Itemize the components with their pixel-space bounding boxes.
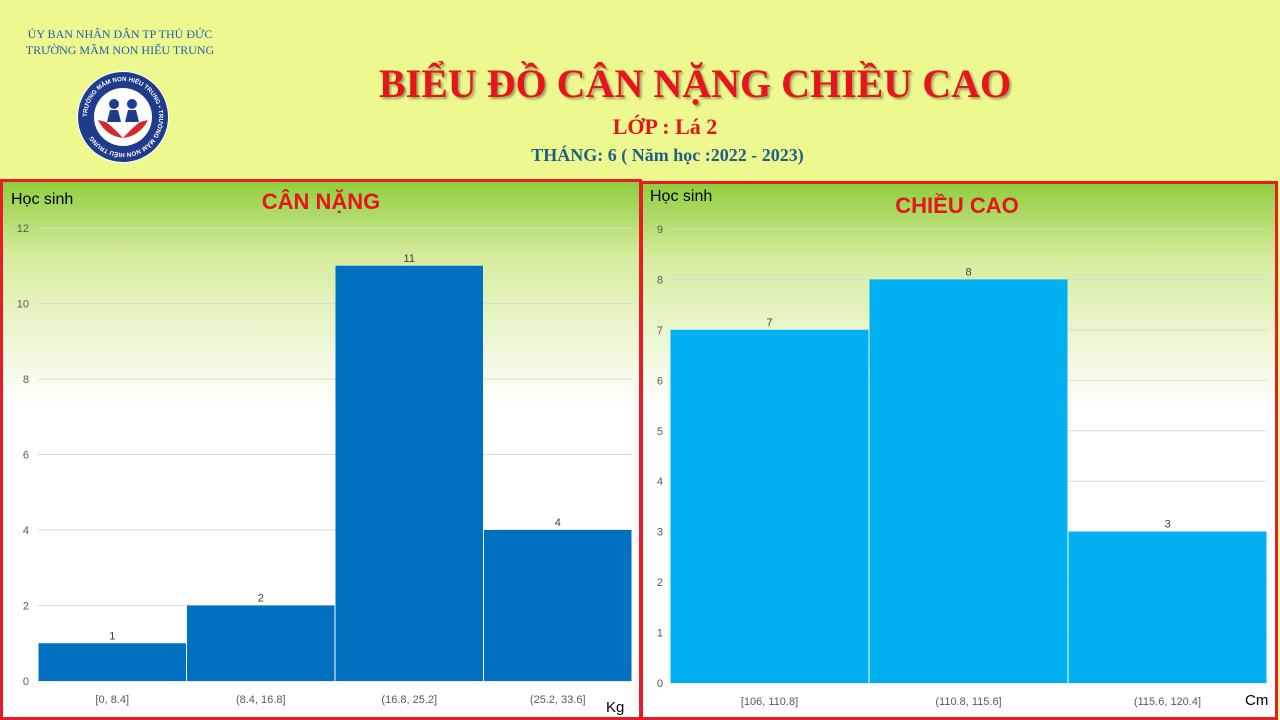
weight-y-tick-label: 12: [17, 223, 29, 235]
weight-y-tick-label: 0: [23, 676, 29, 688]
weight-category-label: (8.4, 16.8]: [236, 694, 286, 706]
weight-data-label: 11: [404, 253, 415, 265]
height-y-tick-label: 1: [657, 628, 663, 640]
height-chart-panel: 0 1 2 3 4 5 6 7 8 9 7 [106, 110.8] 8 (110.8, 115.6] 3 (…: [640, 181, 1278, 720]
page-title: BIỂU ĐỒ CÂN NẶNG CHIỀU CAO: [378, 61, 1012, 106]
weight-bar: [484, 530, 632, 681]
org-name-line1: ỦY BAN NHÂN DÂN TP THỦ ĐỨC: [27, 27, 213, 41]
weight-y-tick-label: 4: [23, 525, 29, 537]
height-y-tick-label: 4: [657, 476, 663, 488]
weight-y-tick-label: 10: [17, 299, 29, 311]
height-bar: [869, 279, 1068, 683]
org-name-line2: TRƯỜNG MẦM NON HIẾU TRUNG: [25, 43, 215, 57]
height-y-tick-label: 8: [657, 274, 663, 286]
height-y-axis-label: Học sinh: [650, 188, 712, 205]
height-data-label: 8: [965, 266, 971, 278]
height-category-label: [106, 110.8]: [741, 696, 798, 708]
height-data-label: 7: [766, 317, 772, 329]
weight-y-tick-label: 2: [23, 601, 29, 613]
weight-category-label: (16.8, 25.2]: [381, 694, 437, 706]
month-label: THÁNG: 6 ( Năm học :2022 - 2023): [531, 145, 804, 165]
weight-category-label: (25.2, 33.6]: [530, 694, 586, 706]
height-data-label: 3: [1164, 519, 1170, 531]
school-logo: TRƯỜNG MẦM NON HIẾU TRUNG • TRƯỜNG MẦM N…: [77, 71, 169, 163]
weight-data-label: 1: [109, 630, 115, 642]
weight-chart-title: CÂN NẶNG: [262, 189, 381, 214]
weight-bar: [38, 643, 186, 681]
weight-chart: 0 2 4 6 8 10 12 1 [0, 8.4] 2 (8.4, 16.8] 11 (16.8, 2…: [11, 189, 632, 716]
weight-chart-panel: 0 2 4 6 8 10 12 1 [0, 8.4] 2 (8.4, 16.8] 11 (16.8, 2…: [0, 179, 642, 720]
height-category-label: (110.8, 115.6]: [935, 696, 1001, 708]
height-y-tick-label: 7: [657, 325, 663, 337]
height-y-tick-label: 3: [657, 527, 663, 539]
height-y-tick-label: 5: [657, 426, 663, 438]
height-bar: [1068, 531, 1267, 683]
weight-data-label: 2: [258, 593, 264, 605]
height-bar: [670, 329, 869, 683]
weight-y-axis-label: Học sinh: [11, 191, 73, 208]
weight-bar: [187, 605, 335, 681]
height-chart: 0 1 2 3 4 5 6 7 8 9 7 [106, 110.8] 8 (110.8, 115.6] 3 (…: [650, 188, 1268, 709]
height-y-tick-label: 6: [657, 375, 663, 387]
height-category-label: (115.6, 120.4]: [1134, 696, 1201, 708]
height-y-tick-label: 9: [657, 224, 663, 236]
weight-y-tick-label: 6: [23, 450, 29, 462]
weight-data-label: 4: [555, 517, 561, 529]
class-label: LỚP : Lá 2: [612, 114, 718, 139]
weight-bar: [335, 265, 483, 681]
height-chart-title: CHIỀU CAO: [895, 193, 1018, 218]
height-y-tick-label: 0: [657, 678, 663, 690]
weight-category-label: [0, 8.4]: [95, 694, 129, 706]
height-y-tick-label: 2: [657, 577, 663, 589]
weight-x-axis-unit: Kg: [606, 699, 624, 716]
height-x-axis-unit: Cm: [1245, 692, 1268, 709]
weight-y-tick-label: 8: [23, 374, 29, 386]
